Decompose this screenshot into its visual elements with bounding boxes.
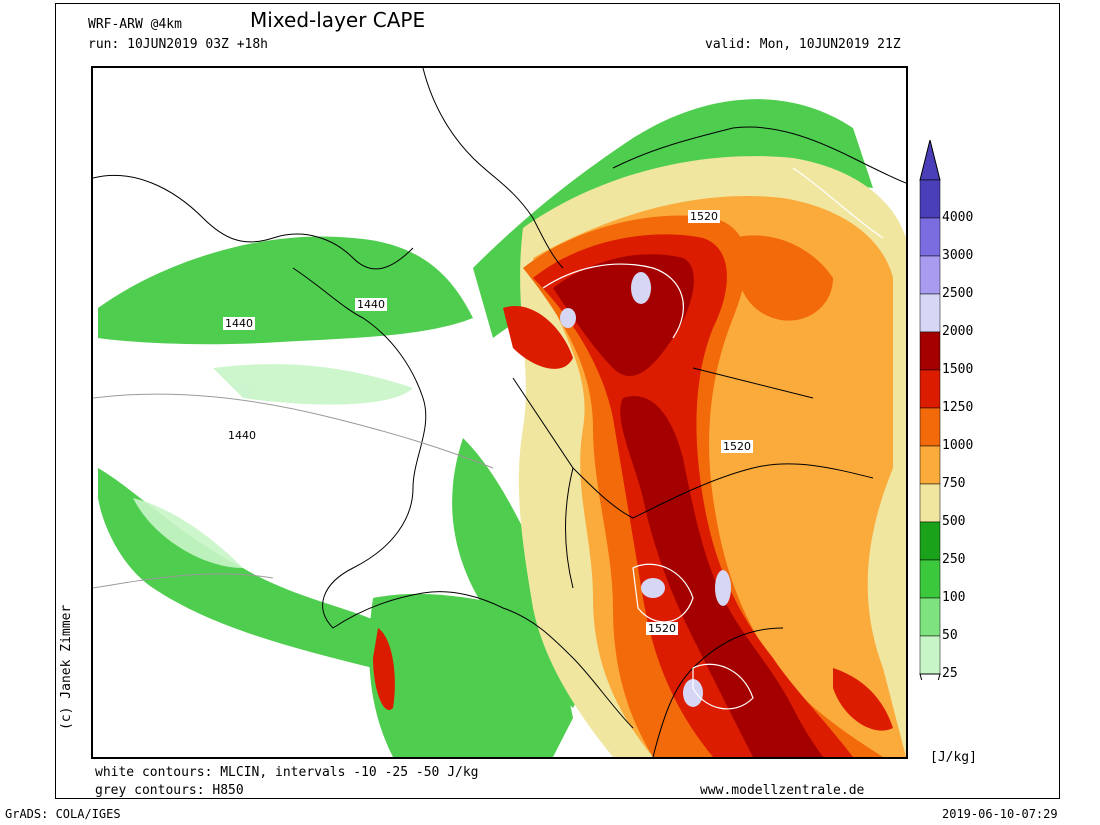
colorbar-top-arrow [919, 140, 941, 181]
plot-frame [55, 3, 1060, 799]
run-label: run: 10JUN2019 03Z +18h [88, 37, 269, 52]
colorbar-segment [919, 369, 941, 409]
legend-level-label: 25 [942, 666, 958, 681]
cape-field-high [373, 234, 893, 757]
white-contours-note: white contours: MLCIN, intervals -10 -25… [95, 765, 479, 780]
valid-label: valid: Mon, 10JUN2019 21Z [705, 37, 901, 52]
colorbar-segment [919, 483, 941, 523]
colorbar-segment [919, 179, 941, 219]
colorbar-segment [919, 597, 941, 637]
legend-level-label: 250 [942, 552, 966, 567]
contour-label: 1440 [223, 317, 255, 330]
colorbar-segment [919, 293, 941, 333]
colorbar-segment [919, 635, 941, 675]
colorbar-segment [919, 559, 941, 599]
credit-label: (c) Janek Zimmer [59, 604, 74, 730]
contour-label: 1440 [226, 429, 258, 442]
contour-label: 1520 [721, 440, 753, 453]
legend-level-label: 4000 [942, 210, 974, 225]
contour-label: 1520 [688, 210, 720, 223]
contour-label: 1440 [355, 298, 387, 311]
cape-map: 1440 1440 1440 1520 1520 1520 [91, 66, 908, 759]
map-title: Mixed-layer CAPE [250, 8, 426, 32]
legend-level-label: 500 [942, 514, 966, 529]
legend-level-label: 1500 [942, 362, 974, 377]
h850-contours [93, 393, 494, 589]
colorbar-bottom-arrow [919, 673, 941, 680]
legend-level-label: 1250 [942, 400, 974, 415]
colorbar-segment [919, 521, 941, 561]
legend-level-label: 2000 [942, 324, 974, 339]
legend-level-label: 100 [942, 590, 966, 605]
colorbar-segment [919, 217, 941, 257]
website-link[interactable]: www.modellzentrale.de [700, 783, 865, 798]
timestamp-label: 2019-06-10-07:29 [942, 807, 1058, 821]
legend-level-label: 2500 [942, 286, 974, 301]
legend-level-label: 750 [942, 476, 966, 491]
cape-field-very-high [560, 272, 731, 707]
legend-level-label: 3000 [942, 248, 974, 263]
colorbar [919, 140, 941, 680]
grads-label: GrADS: COLA/IGES [5, 807, 121, 821]
legend-level-label: 1000 [942, 438, 974, 453]
legend-unit: [J/kg] [930, 750, 977, 765]
colorbar-segment [919, 331, 941, 371]
legend-level-label: 50 [942, 628, 958, 643]
colorbar-segment [919, 445, 941, 485]
colorbar-segment [919, 407, 941, 447]
model-label: WRF-ARW @4km [88, 17, 182, 32]
contour-label: 1520 [646, 622, 678, 635]
cape-field-light [133, 364, 413, 568]
mlcin-contours [542, 167, 884, 710]
colorbar-segment [919, 255, 941, 295]
grey-contours-note: grey contours: H850 [95, 783, 244, 798]
